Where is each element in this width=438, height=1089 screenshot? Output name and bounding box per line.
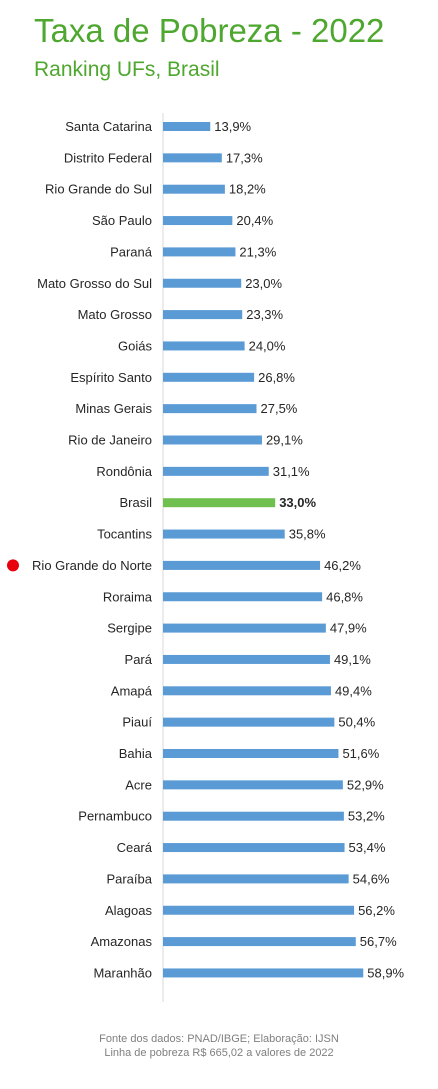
bar-alagoas — [163, 905, 355, 915]
category-label-rio-grande-do-norte: Rio Grande do Norte — [32, 558, 152, 573]
source-note-line-1: Fonte dos dados: PNAD/IBGE; Elaboração: … — [99, 1033, 339, 1045]
bar-bahia — [163, 749, 339, 758]
bar-parana — [163, 247, 236, 257]
category-label-tocantins: Tocantins — [97, 527, 152, 542]
category-label-bahia: Bahia — [119, 746, 153, 761]
value-label-rio-de-janeiro: 29,1% — [266, 433, 303, 448]
category-label-rio-de-janeiro: Rio de Janeiro — [68, 433, 152, 448]
bar-mato-grosso — [163, 310, 243, 320]
value-label-maranhao: 58,9% — [367, 965, 404, 980]
category-label-alagoas: Alagoas — [105, 903, 152, 918]
value-label-roraima: 46,8% — [326, 589, 363, 604]
category-label-piaui: Piauí — [122, 715, 152, 730]
value-label-distrito-federal: 17,3% — [226, 150, 263, 165]
bar-sergipe — [163, 623, 326, 633]
category-label-para: Pará — [125, 652, 153, 667]
category-label-maranhao: Maranhão — [93, 965, 152, 980]
source-note: Fonte dos dados: PNAD/IBGE; Elaboração: … — [0, 1032, 438, 1060]
value-label-sergipe: 47,9% — [330, 621, 367, 636]
category-label-espirito-santo: Espírito Santo — [70, 370, 152, 385]
category-label-distrito-federal: Distrito Federal — [64, 150, 152, 165]
highlight-marker-dot — [7, 559, 19, 572]
category-label-mato-grosso: Mato Grosso — [78, 307, 152, 322]
category-label-mato-grosso-do-sul: Mato Grosso do Sul — [37, 276, 152, 291]
value-label-pernambuco: 53,2% — [348, 809, 385, 824]
category-label-ceara: Ceará — [117, 840, 153, 855]
bar-pernambuco — [163, 811, 344, 821]
value-label-mato-grosso: 23,3% — [246, 307, 283, 322]
bar-minas-gerais — [163, 404, 257, 414]
bar-acre — [163, 780, 343, 790]
value-label-brasil: 33,0% — [279, 495, 316, 510]
category-label-goias: Goiás — [118, 338, 152, 353]
category-label-brasil: Brasil — [119, 495, 152, 510]
bar-amazonas — [163, 937, 356, 947]
category-label-amapa: Amapá — [111, 683, 153, 698]
bar-paraiba — [163, 874, 349, 884]
bar-ceara — [163, 843, 345, 853]
value-label-paraiba: 54,6% — [353, 871, 390, 886]
bar-rio-grande-do-norte — [163, 560, 321, 570]
category-label-pernambuco: Pernambuco — [78, 809, 152, 824]
value-label-tocantins: 35,8% — [289, 527, 326, 542]
bar-rio-grande-do-sul — [163, 184, 225, 194]
source-note-line-2: Linha de pobreza R$ 665,02 a valores de … — [104, 1047, 334, 1059]
category-label-sao-paulo: São Paulo — [92, 213, 152, 228]
bar-amapa — [163, 686, 331, 696]
value-label-alagoas: 56,2% — [358, 903, 395, 918]
bar-roraima — [163, 592, 323, 602]
bar-chart: Santa Catarina 13,9% Distrito Federal 17,3%… — [7, 113, 405, 1002]
category-label-rondonia: Rondônia — [96, 464, 152, 479]
bar-sao-paulo — [163, 216, 233, 226]
value-label-espirito-santo: 26,8% — [258, 370, 295, 385]
category-label-paraiba: Paraíba — [106, 871, 152, 886]
value-label-bahia: 51,6% — [342, 746, 379, 761]
bar-tocantins — [163, 529, 285, 539]
value-label-ceara: 53,4% — [349, 840, 386, 855]
category-label-sergipe: Sergipe — [107, 621, 152, 636]
value-label-minas-gerais: 27,5% — [261, 401, 298, 416]
value-label-para: 49,1% — [334, 652, 371, 667]
value-label-rio-grande-do-norte: 46,2% — [324, 558, 361, 573]
value-label-piaui: 50,4% — [338, 715, 375, 730]
category-label-rio-grande-do-sul: Rio Grande do Sul — [45, 182, 152, 197]
value-label-amapa: 49,4% — [335, 683, 372, 698]
value-label-parana: 21,3% — [239, 244, 276, 259]
value-label-rio-grande-do-sul: 18,2% — [229, 182, 266, 197]
category-label-roraima: Roraima — [103, 589, 153, 604]
bar-para — [163, 654, 330, 664]
bar-piaui — [163, 717, 335, 727]
bar-brasil — [163, 498, 276, 508]
value-label-amazonas: 56,7% — [360, 934, 397, 949]
bar-maranhao — [163, 968, 364, 978]
value-label-sao-paulo: 20,4% — [236, 213, 273, 228]
chart-title: Taxa de Pobreza - 2022 — [34, 12, 385, 49]
bar-espirito-santo — [163, 372, 255, 382]
category-label-parana: Paraná — [110, 244, 153, 259]
bar-mato-grosso-do-sul — [163, 278, 242, 288]
value-label-rondonia: 31,1% — [273, 464, 310, 479]
value-label-santa-catarina: 13,9% — [214, 119, 251, 134]
category-label-santa-catarina: Santa Catarina — [65, 119, 152, 134]
bar-goias — [163, 341, 245, 351]
bar-rio-de-janeiro — [163, 435, 262, 445]
bar-distrito-federal — [163, 153, 222, 163]
bar-rondonia — [163, 466, 269, 476]
category-label-minas-gerais: Minas Gerais — [75, 401, 152, 416]
category-label-acre: Acre — [125, 777, 152, 792]
value-label-acre: 52,9% — [347, 777, 384, 792]
chart-subtitle: Ranking UFs, Brasil — [34, 58, 220, 81]
category-label-amazonas: Amazonas — [91, 934, 153, 949]
value-label-mato-grosso-do-sul: 23,0% — [245, 276, 282, 291]
bar-santa-catarina — [163, 122, 211, 131]
value-label-goias: 24,0% — [249, 338, 286, 353]
